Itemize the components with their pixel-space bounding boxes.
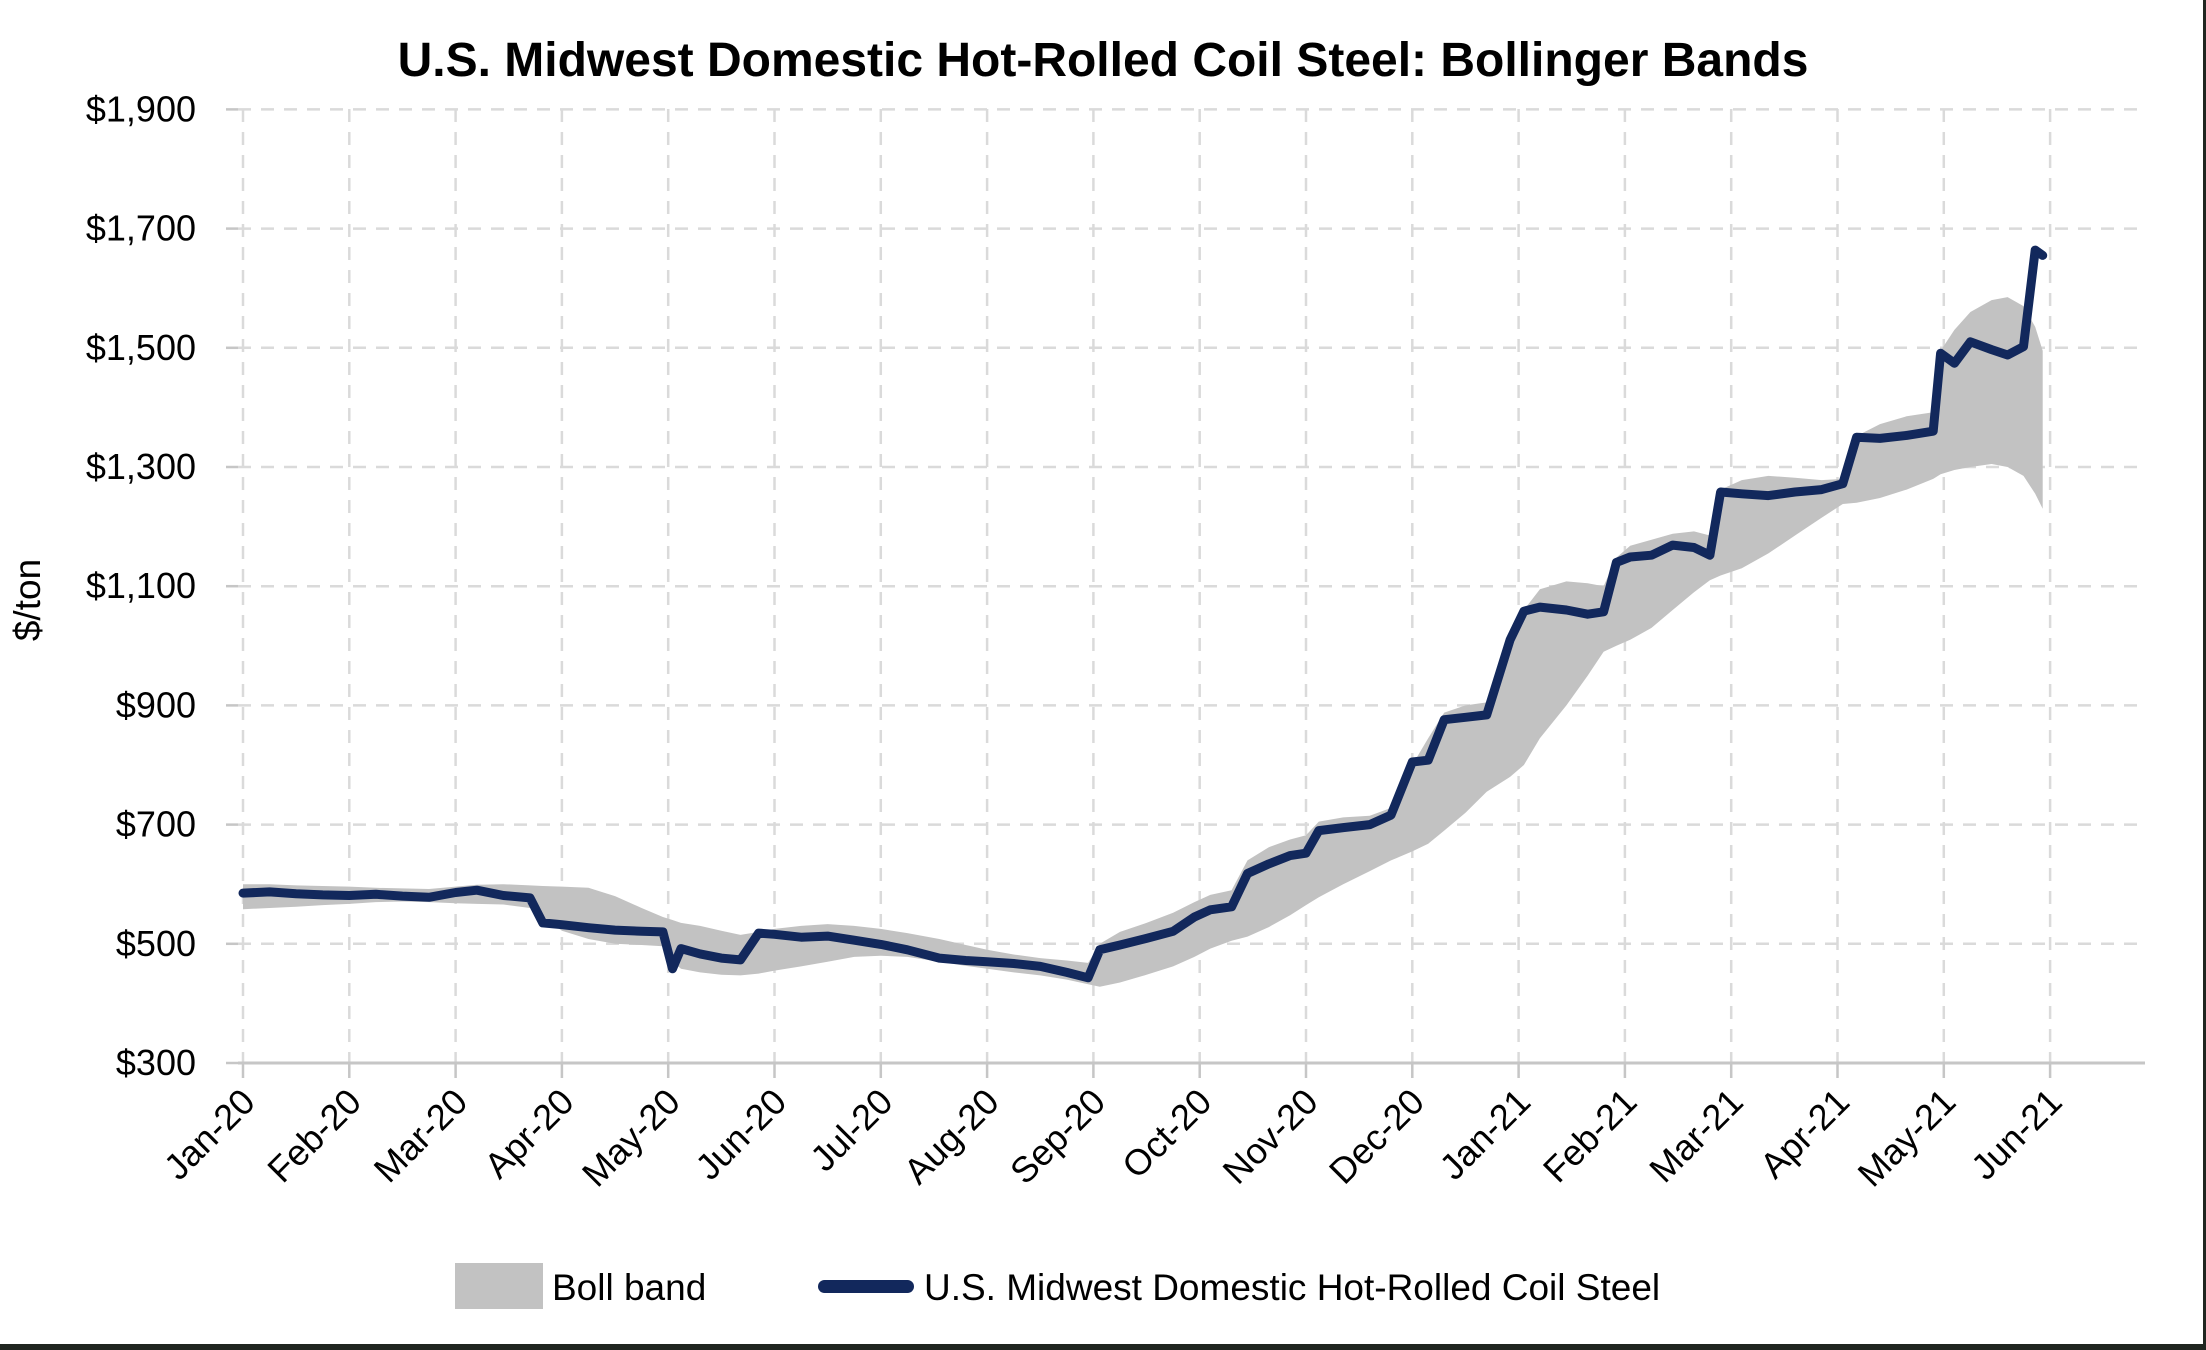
price-line bbox=[238, 245, 2048, 983]
y-tick-labels: $1,900 $1,700 $1,500 $1,300 $1,100 $900 $700 $5… bbox=[86, 88, 196, 1083]
bollinger-band bbox=[243, 297, 2043, 987]
x-tick-label: Jan-21 bbox=[1431, 1081, 1538, 1188]
x-tick-label: May-20 bbox=[574, 1081, 688, 1195]
x-tick-label: Feb-20 bbox=[259, 1081, 369, 1191]
legend-band-swatch bbox=[455, 1263, 543, 1309]
x-tick-label: Jul-20 bbox=[802, 1081, 900, 1179]
y-axis-title: $/ton bbox=[7, 559, 48, 641]
y-tick-label: $300 bbox=[116, 1042, 196, 1083]
bollinger-band-area bbox=[243, 297, 2043, 987]
y-tick-label: $1,700 bbox=[86, 208, 196, 249]
x-tick-label: Mar-21 bbox=[1641, 1081, 1751, 1191]
y-tick-label: $900 bbox=[116, 684, 196, 725]
x-tick-label: Apr-20 bbox=[476, 1081, 581, 1186]
x-tick-label: Sep-20 bbox=[1002, 1081, 1113, 1192]
legend: Boll band U.S. Midwest Domestic Hot-Roll… bbox=[455, 1263, 1660, 1309]
legend-band-label: Boll band bbox=[552, 1267, 706, 1308]
x-tick-label: Mar-20 bbox=[366, 1081, 476, 1191]
x-tick-label: Oct-20 bbox=[1114, 1081, 1219, 1186]
y-tick-label: $1,100 bbox=[86, 565, 196, 606]
x-tick-label: Jun-20 bbox=[687, 1081, 794, 1188]
y-tick-label: $700 bbox=[116, 804, 196, 845]
y-tick-label: $500 bbox=[116, 923, 196, 964]
x-tick-label: Aug-20 bbox=[896, 1081, 1007, 1192]
y-tick-label: $1,500 bbox=[86, 327, 196, 368]
y-tick-label: $1,300 bbox=[86, 446, 196, 487]
x-tick-label: Jan-20 bbox=[156, 1081, 263, 1188]
price-series-line bbox=[238, 245, 2048, 983]
x-tick-label: Dec-20 bbox=[1321, 1081, 1432, 1192]
x-tick-label: Nov-20 bbox=[1215, 1081, 1326, 1192]
legend-line-swatch bbox=[818, 1280, 914, 1293]
x-tick-label: Apr-21 bbox=[1752, 1081, 1857, 1186]
screenshot-bottom-border bbox=[0, 1344, 2206, 1350]
legend-line-label: U.S. Midwest Domestic Hot-Rolled Coil St… bbox=[924, 1267, 1660, 1308]
x-tick-label: Jun-21 bbox=[1963, 1081, 2070, 1188]
x-tick-label: Feb-21 bbox=[1535, 1081, 1645, 1191]
chart-title: U.S. Midwest Domestic Hot-Rolled Coil St… bbox=[398, 34, 1809, 87]
y-tick-label: $1,900 bbox=[86, 88, 196, 129]
x-tick-label: May-21 bbox=[1850, 1081, 1964, 1195]
screenshot-right-border bbox=[2203, 0, 2206, 1350]
